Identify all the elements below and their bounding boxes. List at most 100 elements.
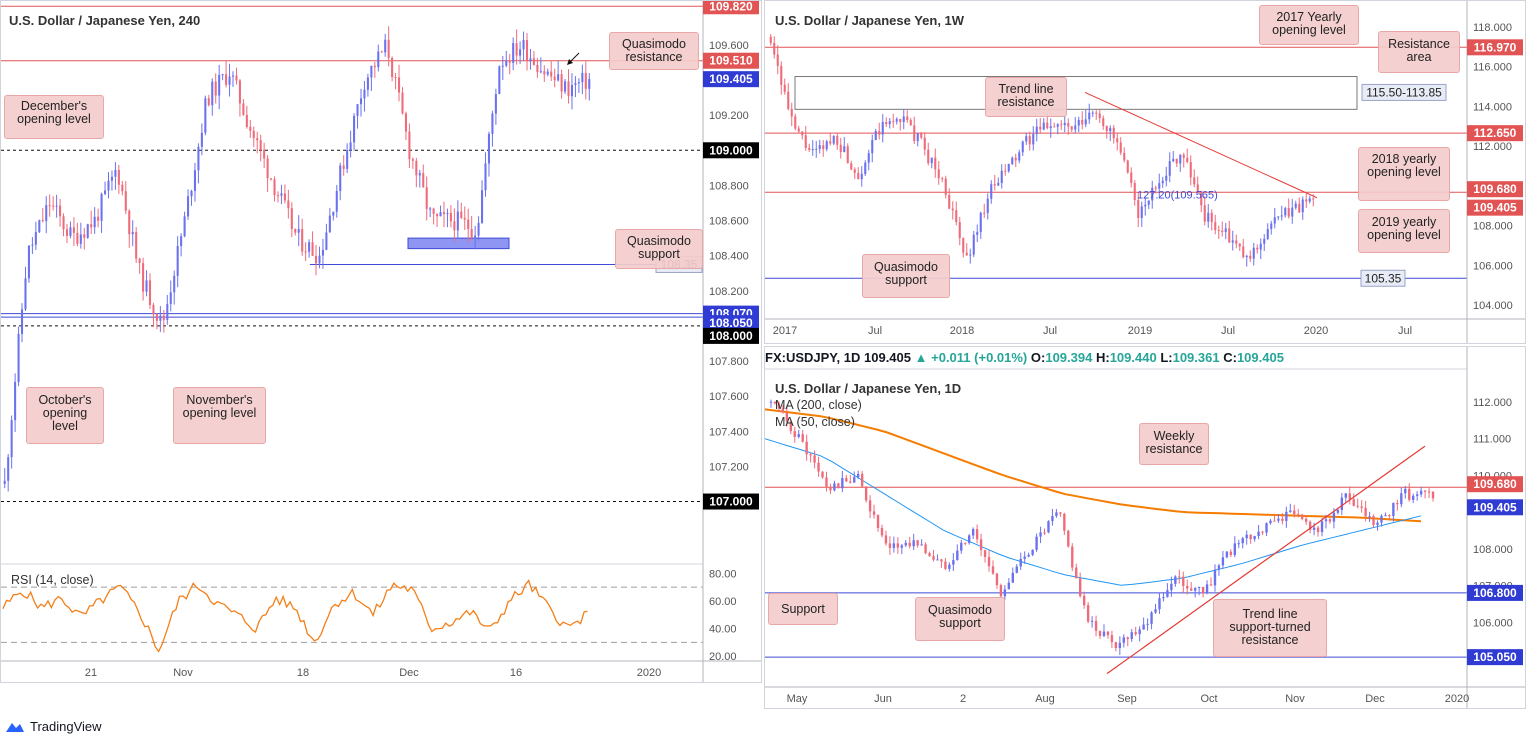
candle-body — [34, 232, 37, 245]
candle-body — [1098, 113, 1101, 119]
x-tick-label: Dec — [1365, 693, 1385, 705]
candle-body — [1055, 512, 1058, 516]
candle-body — [100, 193, 103, 221]
close-label: C: — [1223, 350, 1237, 365]
y-tick-label: 111.000 — [1473, 434, 1511, 446]
zone-tag-box — [1361, 83, 1447, 101]
candle-body — [1011, 572, 1014, 583]
candle-body — [570, 85, 574, 97]
candle-body — [1084, 119, 1087, 125]
chart-panel-weekly[interactable]: 127.20(109.565) 115.50-113.85 105.35 118.00… — [764, 0, 1526, 344]
price-label: 109.000 — [709, 143, 753, 157]
fib-label: 127.20(109.565) — [1137, 190, 1218, 202]
candle-body — [567, 81, 570, 97]
candle-body — [909, 119, 912, 126]
price-label: 106.800 — [1473, 586, 1517, 600]
candle-body — [790, 108, 793, 117]
candle-body — [532, 58, 535, 65]
candle-body — [1130, 632, 1133, 640]
candle-body — [1197, 586, 1201, 589]
candle-body — [522, 40, 525, 50]
candle-body — [1035, 536, 1038, 550]
candle-body — [892, 121, 895, 123]
candle-body — [896, 543, 900, 548]
candle-body — [491, 113, 494, 134]
candle-body — [1368, 516, 1371, 518]
candle-body — [1190, 588, 1193, 591]
candle-body — [818, 145, 821, 149]
candle-body — [1419, 490, 1423, 495]
candle-body — [912, 540, 915, 547]
annotation-resistance-area: Resistance area — [1378, 31, 1460, 73]
candle-body — [960, 542, 963, 551]
candle-body — [1134, 632, 1137, 635]
price-label-box — [1467, 199, 1523, 216]
candle-body — [1137, 200, 1140, 218]
candle-body — [1039, 126, 1042, 130]
candle-body — [964, 542, 967, 544]
candle-body — [564, 81, 567, 92]
candle-body — [1109, 127, 1112, 132]
price-label-box — [1467, 39, 1523, 56]
chart-panel-240[interactable]: 108.3580.0060.0040.0020.00109.600109.400… — [0, 0, 762, 683]
candle-body — [885, 121, 888, 125]
candle-body — [231, 75, 235, 77]
candle-body — [346, 150, 349, 169]
candle-body — [1162, 597, 1165, 599]
ma50-label: MA (50, close) — [775, 415, 855, 429]
trend-line — [1084, 91, 1318, 199]
x-tick-label: 2 — [960, 693, 966, 705]
candle-body — [238, 80, 241, 104]
candle-body — [525, 40, 529, 62]
price-label: 109.680 — [1473, 477, 1517, 491]
candle-body — [797, 434, 800, 437]
chart-panel-daily[interactable]: 112.000111.000110.000108.000107.000106.0… — [764, 346, 1526, 709]
candle-body — [65, 229, 69, 236]
candle-body — [1098, 630, 1102, 636]
tradingview-logo[interactable]: TradingView — [4, 719, 102, 734]
price-label: 116.970 — [1474, 40, 1517, 54]
candle-body — [539, 71, 542, 73]
price-label: 107.000 — [709, 495, 753, 509]
ma200-line — [765, 408, 1422, 523]
candle-body — [1123, 152, 1126, 161]
candle-body — [1007, 582, 1011, 590]
candle-body — [1053, 126, 1056, 128]
candle-body — [114, 169, 117, 177]
candle-body — [1088, 112, 1091, 120]
candle-body — [1070, 126, 1073, 130]
price-label-box — [703, 52, 759, 69]
candle-body — [1154, 187, 1157, 189]
candle-body — [937, 169, 940, 179]
candle-body — [839, 144, 842, 153]
candle-body — [14, 381, 17, 421]
candle-body — [180, 236, 183, 247]
candle-body — [1060, 124, 1063, 126]
candle-body — [1332, 512, 1336, 522]
candle-body — [470, 228, 473, 238]
candle-body — [797, 128, 800, 132]
x-tick-label: Jul — [1043, 325, 1057, 337]
chart-240-canvas[interactable]: 108.3580.0060.0040.0020.00109.600109.400… — [1, 1, 762, 683]
candle-body — [999, 585, 1003, 597]
candle-body — [245, 114, 248, 127]
candle-body — [418, 173, 421, 176]
x-tick-label: 21 — [85, 667, 97, 679]
x-tick-label: 2017 — [773, 325, 797, 337]
price-label-box — [703, 493, 759, 510]
candle-body — [359, 98, 363, 105]
candle-body — [1259, 243, 1262, 250]
candle-body — [370, 65, 373, 78]
candle-body — [550, 71, 553, 77]
candle-body — [498, 66, 501, 95]
rsi-tick-label: 80.00 — [709, 568, 737, 580]
chart-daily-canvas[interactable]: 112.000111.000110.000108.000107.000106.0… — [765, 347, 1526, 709]
chart-weekly-canvas[interactable]: 127.20(109.565) 115.50-113.85 105.35 118.00… — [765, 1, 1526, 344]
candle-body — [218, 74, 221, 96]
candle-body — [76, 232, 79, 244]
price-label: 109.820 — [709, 1, 753, 13]
candle-body — [142, 263, 145, 292]
candle-body — [948, 564, 951, 569]
candle-body — [1019, 558, 1022, 567]
candle-body — [948, 194, 951, 209]
